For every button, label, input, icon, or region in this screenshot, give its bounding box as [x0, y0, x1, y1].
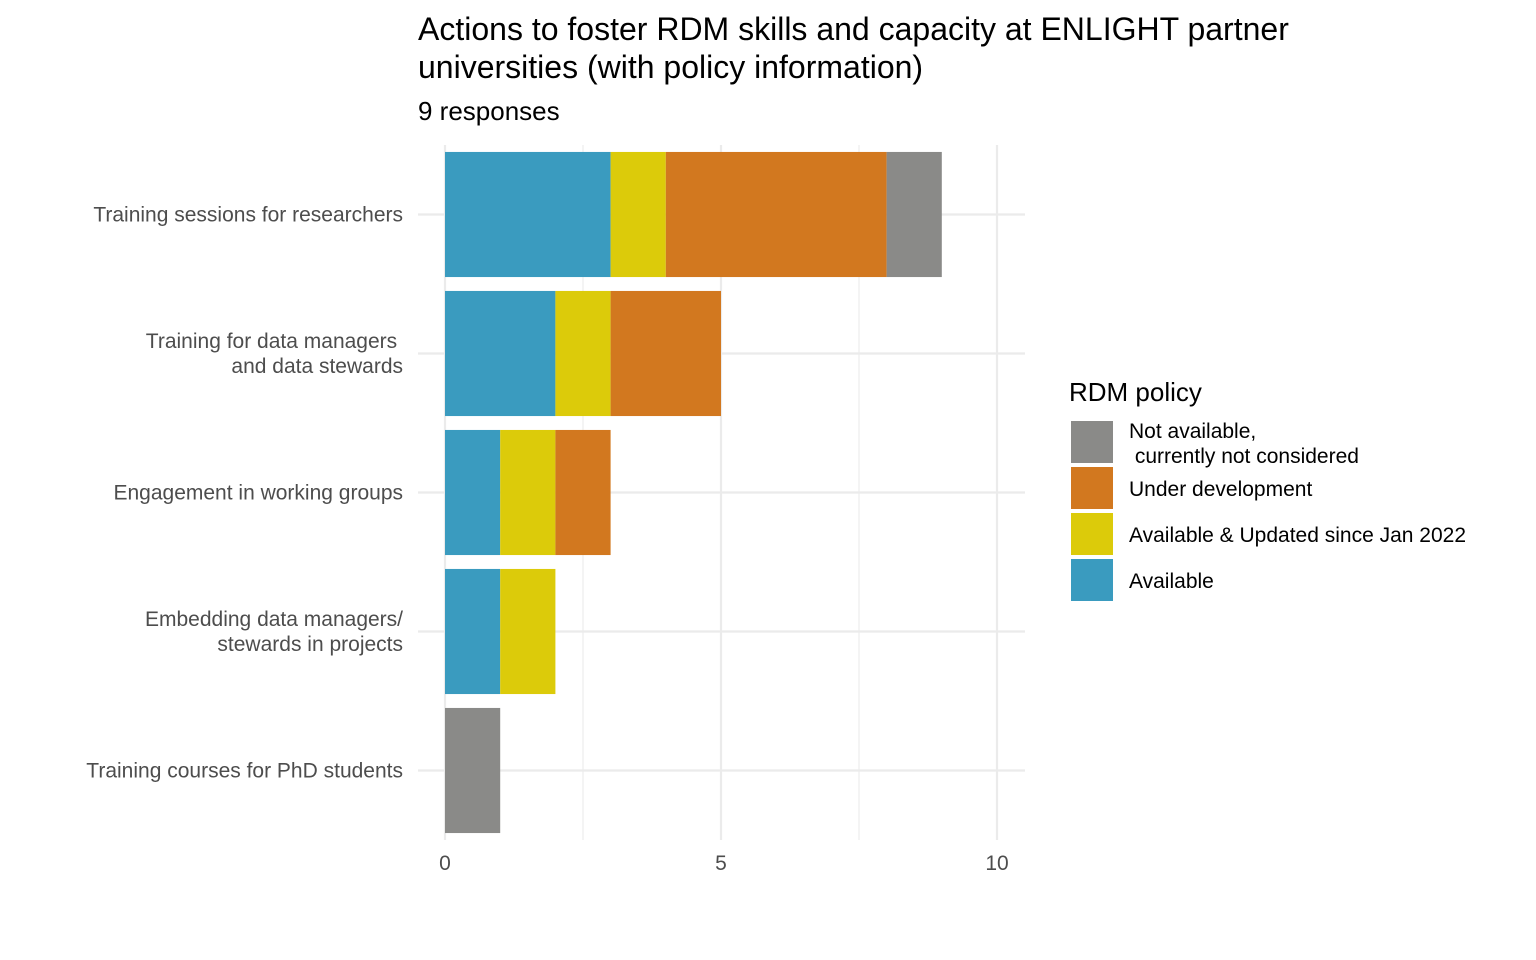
- legend-title: RDM policy: [1069, 377, 1202, 407]
- legend-key: [1071, 421, 1113, 463]
- bar-segment: [445, 568, 501, 695]
- x-tick-labels: 0 5 10: [439, 852, 1009, 875]
- category-label: Embedding data managers/stewards in proj…: [145, 608, 403, 656]
- category-label: Training courses for PhD students: [86, 760, 403, 783]
- legend-key: [1071, 513, 1113, 555]
- legend-label: Under development: [1129, 478, 1312, 501]
- bars: [445, 151, 942, 834]
- legend-key: [1071, 467, 1113, 509]
- x-tick-label: 10: [985, 852, 1008, 875]
- bar-segment: [500, 568, 556, 695]
- legend: RDM policy Not available, currently not c…: [1069, 377, 1466, 601]
- bar-segment: [555, 429, 611, 556]
- bar-segment: [500, 429, 556, 556]
- bar-segment: [610, 290, 721, 417]
- bar-segment: [445, 151, 611, 278]
- category-label: Engagement in working groups: [113, 482, 403, 505]
- legend-label: Available: [1129, 570, 1214, 593]
- category-labels: Training sessions for researchers Trainin…: [86, 204, 403, 783]
- category-label: Training sessions for researchers: [93, 204, 403, 227]
- x-tick-label: 0: [439, 852, 451, 875]
- bar-segment: [886, 151, 942, 278]
- bar-segment: [555, 290, 611, 417]
- x-tick-label: 5: [715, 852, 727, 875]
- bar-segment: [665, 151, 887, 278]
- legend-label: Available & Updated since Jan 2022: [1129, 524, 1466, 547]
- bar-segment: [610, 151, 666, 278]
- legend-label: Not available, currently not considered: [1129, 420, 1359, 468]
- chart-subtitle: 9 responses: [418, 96, 560, 126]
- chart-title: Actions to foster RDM skills and capacit…: [418, 11, 1289, 85]
- bar-segment: [445, 707, 501, 834]
- category-label: Training for data managers and data stew…: [146, 330, 403, 378]
- bar-segment: [445, 429, 501, 556]
- bar-segment: [445, 290, 556, 417]
- legend-key: [1071, 559, 1113, 601]
